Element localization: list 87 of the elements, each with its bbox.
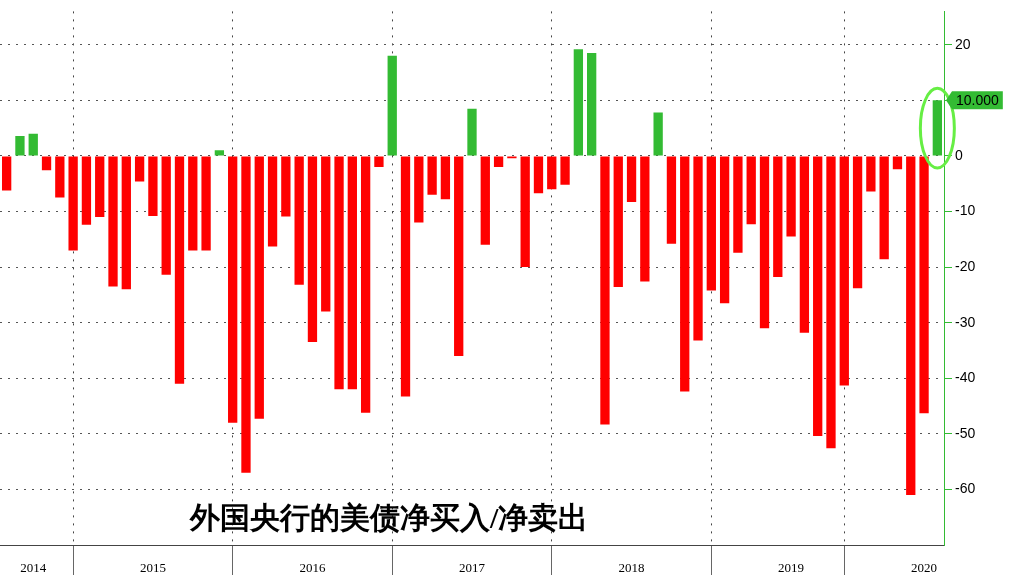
bar (347, 156, 357, 390)
bar (267, 156, 278, 247)
bar (892, 156, 903, 170)
bar (613, 156, 623, 288)
bar (719, 156, 730, 304)
bar (214, 150, 225, 156)
x-tick-label: 2019 (778, 560, 805, 576)
bar (228, 156, 238, 423)
y-tick-label: -60 (955, 480, 976, 497)
bar (706, 156, 716, 291)
bar (321, 156, 331, 312)
y-tick-label: -50 (955, 424, 976, 441)
bar (533, 156, 544, 194)
bar (852, 156, 863, 289)
bar (400, 156, 411, 397)
bar (28, 133, 38, 156)
bar (560, 156, 570, 185)
bar (653, 112, 663, 156)
text: 外国央行的美债净买入/净卖出 (190, 500, 589, 536)
bar (759, 156, 770, 329)
x-tick-label: 2016 (299, 560, 326, 576)
bar (15, 135, 25, 156)
bar (467, 108, 477, 156)
x-tick-label: 2018 (618, 560, 645, 576)
text: 10.000 (956, 92, 1000, 109)
bar (600, 156, 610, 425)
bar (666, 156, 677, 244)
bar (786, 156, 796, 237)
bar (334, 156, 344, 390)
bar (733, 156, 743, 253)
bar (879, 156, 889, 260)
bar (932, 100, 943, 156)
x-tick-label: 2015 (139, 560, 166, 576)
bar (427, 156, 437, 195)
bar (55, 156, 65, 198)
bar (693, 156, 703, 341)
bar (547, 156, 557, 190)
bar (680, 156, 690, 392)
bar (68, 156, 78, 251)
bar (134, 156, 145, 182)
bar (626, 156, 637, 203)
bar (294, 156, 304, 285)
bar (640, 156, 650, 282)
y-tick-label: 20 (955, 35, 971, 52)
bar (520, 156, 530, 268)
bar (866, 156, 876, 192)
bar (95, 156, 105, 218)
bar (440, 156, 451, 200)
bar (919, 156, 929, 414)
bar (480, 156, 490, 245)
bar (826, 156, 836, 449)
x-tick-label: 2017 (459, 560, 486, 576)
y-tick-label: 0 (955, 146, 963, 163)
bar (387, 55, 397, 156)
bar (108, 156, 118, 287)
bar (360, 156, 371, 413)
bar (746, 156, 756, 225)
bar (307, 156, 318, 343)
y-tick-label: -30 (955, 313, 976, 330)
y-tick-label: -40 (955, 369, 976, 386)
bar (813, 156, 823, 437)
x-tick-label: 2014 (20, 560, 47, 576)
bar (201, 156, 211, 251)
bar (374, 156, 384, 168)
bar (121, 156, 131, 290)
bar (839, 156, 849, 386)
bar (454, 156, 464, 357)
bar (587, 53, 597, 156)
bar (1, 156, 12, 191)
bar (241, 156, 251, 473)
bar (254, 156, 264, 419)
bar (81, 156, 92, 225)
x-tick-label: 2020 (911, 560, 938, 576)
bar (41, 156, 52, 171)
y-tick-label: -10 (955, 202, 976, 219)
bar (799, 156, 810, 333)
bar (174, 156, 185, 384)
bar (281, 156, 291, 217)
bar (148, 156, 158, 216)
bar (414, 156, 424, 223)
bar (773, 156, 783, 278)
bar (493, 156, 504, 168)
bar (161, 156, 171, 275)
y-tick-label: -20 (955, 257, 976, 274)
bar (188, 156, 198, 251)
bar (573, 49, 584, 156)
bar (906, 156, 916, 495)
